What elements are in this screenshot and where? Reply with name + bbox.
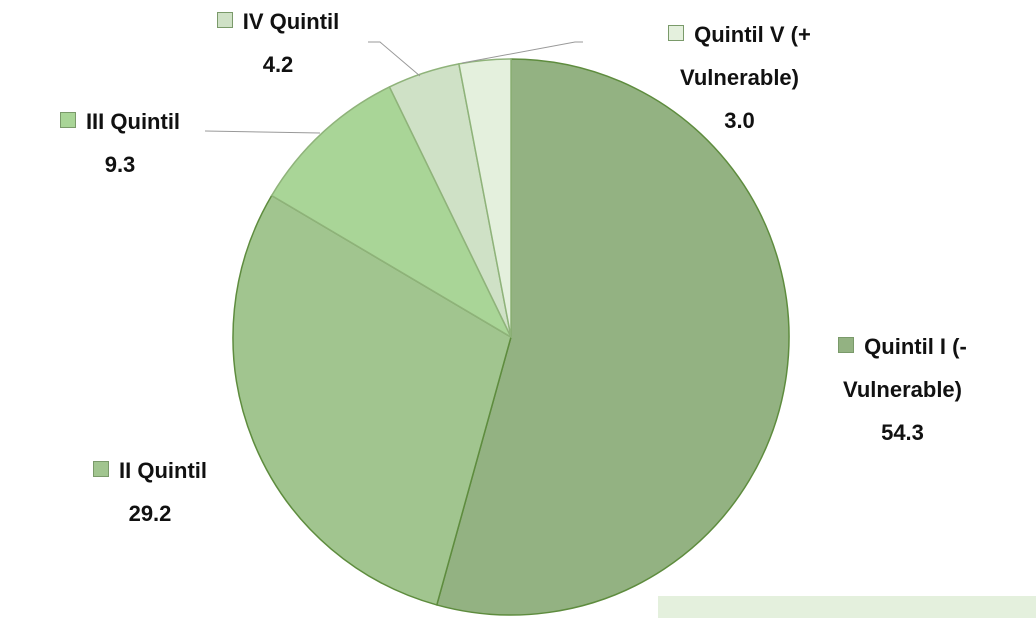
legend-key	[59, 112, 76, 128]
slice-label: Quintil V (+ Vulnerable) 3.0	[632, 13, 847, 142]
value-label: 54.3	[881, 420, 924, 445]
value-label: 9.3	[104, 152, 136, 177]
slice-label: III Quintil 9.3	[20, 100, 220, 186]
leader-line	[204, 130, 321, 134]
legend-key	[838, 337, 855, 353]
category-label: Quintil I (- Vulnerable)	[843, 334, 967, 402]
category-label: IV Quintil	[242, 9, 340, 34]
legend-key	[668, 25, 685, 41]
pie-slice	[270, 85, 513, 339]
value-label: 4.2	[262, 52, 294, 77]
category-label: Quintil V (+ Vulnerable)	[680, 22, 811, 90]
leader-line	[368, 41, 421, 77]
category-label: II Quintil	[119, 458, 207, 483]
leader-line	[461, 41, 583, 64]
pie-slice	[458, 58, 512, 338]
value-label: 29.2	[128, 501, 172, 526]
slice-label: II Quintil 29.2	[50, 449, 250, 535]
category-label: III Quintil	[85, 109, 181, 134]
legend-key	[93, 461, 109, 477]
slice-label: IV Quintil 4.2	[178, 0, 378, 86]
pie-slice	[435, 58, 790, 616]
slice-label: Quintil I (- Vulnerable) 54.3	[795, 325, 1010, 454]
note-box	[658, 596, 1036, 618]
pie-slice	[232, 194, 512, 606]
value-label: 3.0	[724, 108, 755, 133]
legend-key	[216, 12, 233, 28]
